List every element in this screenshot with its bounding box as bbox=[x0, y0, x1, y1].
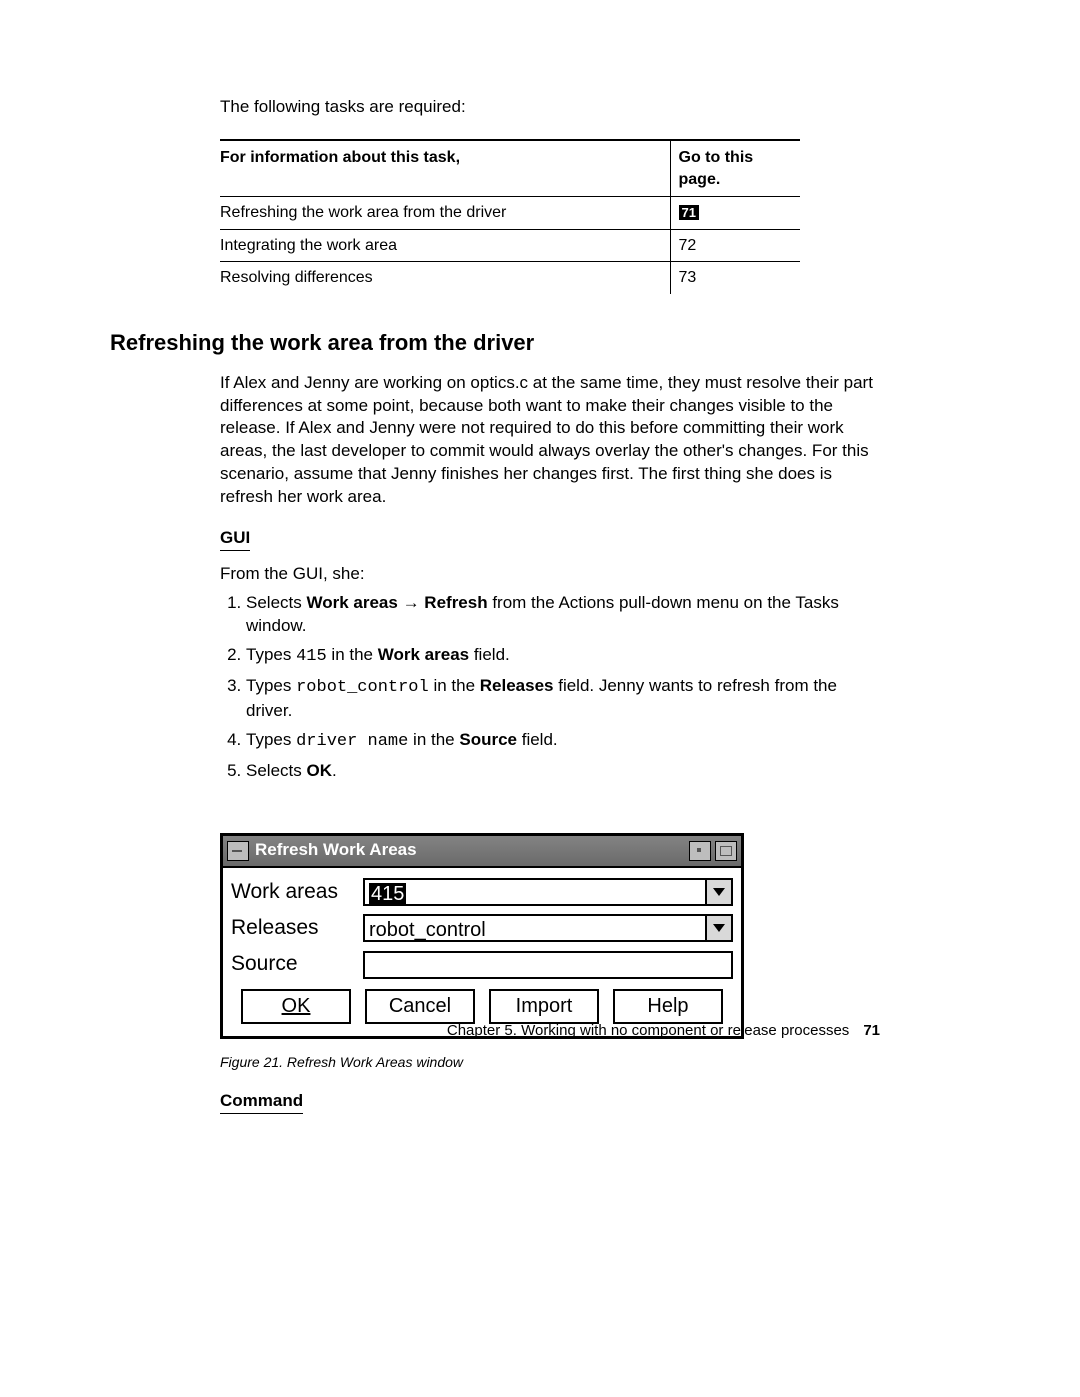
gui-subheading: GUI bbox=[220, 527, 250, 551]
source-label: Source bbox=[231, 950, 357, 978]
releases-label: Releases bbox=[231, 914, 357, 942]
refresh-work-areas-dialog: Refresh Work Areas Work areas 415 Releas… bbox=[220, 833, 744, 1039]
steps-list: Selects Work areas → Refresh from the Ac… bbox=[220, 592, 880, 783]
source-input[interactable] bbox=[363, 951, 733, 979]
table-row-page: 72 bbox=[670, 229, 800, 262]
list-item: Types robot_control in the Releases fiel… bbox=[246, 675, 880, 723]
table-row-task: Refreshing the work area from the driver bbox=[220, 197, 670, 230]
maximize-icon[interactable] bbox=[715, 841, 737, 861]
tasks-table: For information about this task, Go to t… bbox=[220, 139, 800, 294]
section-heading: Refreshing the work area from the driver bbox=[110, 328, 880, 358]
list-item: Selects Work areas → Refresh from the Ac… bbox=[246, 592, 880, 638]
work-areas-label: Work areas bbox=[231, 878, 357, 906]
table-header-page: Go to this page. bbox=[670, 140, 800, 197]
releases-input[interactable]: robot_control bbox=[363, 914, 705, 942]
window-menu-icon[interactable] bbox=[227, 841, 249, 861]
dialog-title: Refresh Work Areas bbox=[255, 839, 689, 862]
ok-button[interactable]: OK bbox=[241, 989, 351, 1024]
table-header-task: For information about this task, bbox=[220, 140, 670, 197]
table-row-task: Integrating the work area bbox=[220, 229, 670, 262]
cancel-button[interactable]: Cancel bbox=[365, 989, 475, 1024]
minimize-icon[interactable] bbox=[689, 841, 711, 861]
list-item: Selects OK. bbox=[246, 760, 880, 783]
page-link[interactable]: 71 bbox=[679, 205, 699, 220]
import-button[interactable]: Import bbox=[489, 989, 599, 1024]
work-areas-input[interactable]: 415 bbox=[363, 878, 705, 906]
work-areas-dropdown-button[interactable] bbox=[705, 878, 733, 906]
releases-dropdown-button[interactable] bbox=[705, 914, 733, 942]
help-button[interactable]: Help bbox=[613, 989, 723, 1024]
page-footer: Chapter 5. Working with no component or … bbox=[0, 1021, 1080, 1041]
figure-caption: Figure 21. Refresh Work Areas window bbox=[220, 1053, 880, 1072]
list-item: Types driver name in the Source field. bbox=[246, 729, 880, 754]
body-paragraph: If Alex and Jenny are working on optics.… bbox=[220, 372, 880, 510]
list-item: Types 415 in the Work areas field. bbox=[246, 644, 880, 669]
gui-intro: From the GUI, she: bbox=[220, 563, 880, 586]
chevron-down-icon bbox=[713, 888, 725, 896]
table-row-task: Resolving differences bbox=[220, 262, 670, 294]
intro-text: The following tasks are required: bbox=[220, 96, 880, 119]
command-subheading: Command bbox=[220, 1090, 303, 1114]
dialog-titlebar: Refresh Work Areas bbox=[223, 836, 741, 868]
table-row-page: 73 bbox=[670, 262, 800, 294]
chevron-down-icon bbox=[713, 924, 725, 932]
